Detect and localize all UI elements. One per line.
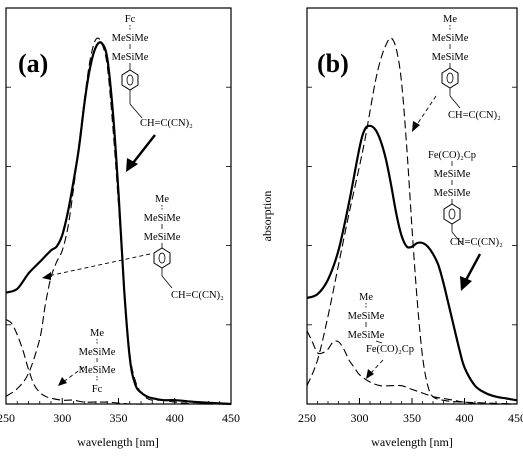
panel-b-ylabel: absorption [260,191,274,242]
benzene-ring-icon [441,67,459,89]
structure-line: Me [443,14,457,25]
arrowhead-icon [42,272,51,280]
structure-line: MeSiMe [112,52,149,63]
panel-b-structure-2: Fe(CO)₂Cp MeSiMe MeSiMe CH=C(CN)₂ [428,150,503,248]
x-tick-label: 250 [298,411,316,425]
benzene-ring-icon [443,203,461,225]
x-tick-label: 300 [53,411,71,425]
structure-line: MeSiMe [348,330,385,341]
panel-b-xlabel: wavelength [nm] [371,435,453,449]
panel-b-series-line-3 [306,330,518,405]
panel-b-label: (b) [317,49,349,78]
ring-bond [446,72,454,84]
structure-line: Me [359,292,373,303]
structure-line: MeSiMe [432,52,469,63]
structure-line: Fe(CO)₂Cp [366,344,414,355]
structure-line: CH=C(CN)₂ [448,110,501,121]
structure-line: MeSiMe [112,33,149,44]
panel-b-series [306,37,518,405]
panel-b-structure-3: Me MeSiMe MeSiMe Fe(CO)₂Cp [348,292,414,355]
arrowhead-icon [412,121,420,132]
bond [129,103,143,119]
structure-line: MeSiMe [434,188,471,199]
benzene-ring-icon [121,69,139,91]
structure-line: CH=C(CN)₂ [171,290,224,301]
structure-line: MeSiMe [434,169,471,180]
structure-line: MeSiMe [348,311,385,322]
arrowhead-icon [366,369,374,379]
x-tick-label: 400 [166,411,184,425]
panel-a-series-line-1 [5,41,232,406]
x-tick-label: 450 [222,411,240,425]
panel-a-ticks: 250 300 350 400 450 [0,86,240,425]
x-tick-label: 350 [110,411,128,425]
structure-line: MeSiMe [144,213,181,224]
x-tick-label: 350 [403,411,421,425]
panel-b-structure-1: Me MeSiMe MeSiMe CH=C(CN)₂ [432,14,501,121]
arrowhead-icon [126,158,138,172]
bond [451,231,463,245]
x-tick-label: 300 [351,411,369,425]
structure-line: Me [155,194,169,205]
arrowhead-icon [58,377,67,386]
ring-bond [158,252,166,264]
structure-line: Fc [125,14,136,25]
panel-a-series-line-3 [5,319,231,405]
bond [161,275,173,289]
bond [375,340,383,344]
dashed-arrow-line [369,359,384,375]
ring-bond [126,74,134,86]
panel-a-series [5,37,232,406]
structure-line: CH=C(CN)₂ [140,118,193,129]
dashed-arrow-line [62,366,85,383]
arrow-line [464,253,482,281]
arrow-line [132,134,156,164]
structure-line: MeSiMe [144,232,181,243]
panel-b-series-line-1 [306,124,518,402]
x-tick-label: 250 [0,411,15,425]
structure-line: MeSiMe [432,33,469,44]
structure-line: MeSiMe [79,347,116,358]
panel-b-series-line-2 [306,37,518,405]
panel-a-series-line-2 [5,37,232,405]
panel-b-ticks: 250 300 350 400 450 [298,86,523,425]
structure-line: Me [90,328,104,339]
dashed-arrow-line [47,253,151,277]
benzene-ring-icon [153,247,171,269]
panel-a-structure-3: Me MeSiMe MeSiMe Fc [79,328,116,395]
structure-line: Fc [92,384,103,395]
structure-line: CH=C(CN)₂ [450,237,503,248]
panel-a-structure-2: Me MeSiMe MeSiMe CH=C(CN)₂ [144,194,224,301]
structure-line: MeSiMe [79,365,116,376]
structure-line: Fe(CO)₂Cp [428,150,476,161]
x-tick-label: 400 [456,411,474,425]
panel-a-structure-1: Fc MeSiMe MeSiMe CH=C(CN)₂ [112,14,193,129]
panel-a-label: (a) [18,49,48,78]
arrowhead-icon [460,276,472,291]
panel-a-xlabel: wavelength [nm] [77,435,159,449]
x-tick-label: 450 [508,411,523,425]
ring-bond [448,208,456,220]
dashed-arrow-line [415,95,437,127]
bond [449,95,461,109]
